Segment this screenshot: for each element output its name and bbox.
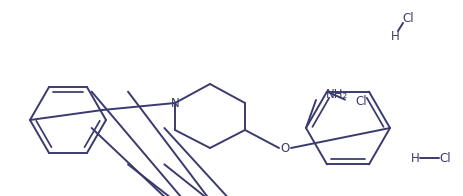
Text: NH₂: NH₂ xyxy=(325,87,348,101)
Text: O: O xyxy=(280,142,289,154)
Text: Cl: Cl xyxy=(354,95,366,108)
Text: N: N xyxy=(170,96,179,110)
Text: Cl: Cl xyxy=(438,152,450,164)
Text: H: H xyxy=(410,152,419,164)
Text: Cl: Cl xyxy=(401,12,413,24)
Text: H: H xyxy=(390,30,399,43)
